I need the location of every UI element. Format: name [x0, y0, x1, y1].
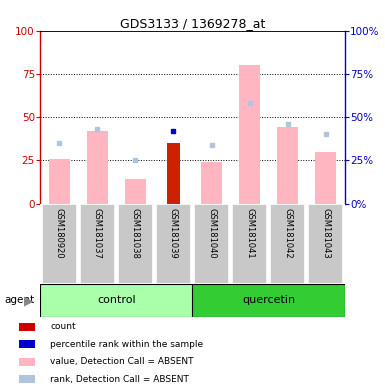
- Bar: [19, 323, 35, 331]
- Bar: [80, 204, 116, 284]
- Bar: [194, 204, 229, 284]
- Text: GSM181040: GSM181040: [207, 209, 216, 259]
- Bar: [117, 204, 153, 284]
- Text: control: control: [97, 295, 136, 306]
- Bar: [125, 179, 146, 204]
- Bar: [19, 358, 35, 366]
- Bar: [232, 204, 268, 284]
- Bar: [277, 127, 298, 204]
- Text: GDS3133 / 1369278_at: GDS3133 / 1369278_at: [120, 17, 265, 30]
- Bar: [19, 340, 35, 348]
- Bar: [192, 284, 345, 317]
- Text: percentile rank within the sample: percentile rank within the sample: [50, 340, 203, 349]
- Text: GSM181042: GSM181042: [283, 209, 292, 259]
- Bar: [315, 152, 336, 204]
- Text: rank, Detection Call = ABSENT: rank, Detection Call = ABSENT: [50, 375, 189, 384]
- Text: count: count: [50, 323, 76, 331]
- Text: GSM181043: GSM181043: [321, 209, 330, 259]
- Bar: [42, 204, 77, 284]
- Text: GSM181037: GSM181037: [93, 209, 102, 259]
- Text: GSM180920: GSM180920: [55, 209, 64, 259]
- Text: quercetin: quercetin: [242, 295, 295, 306]
- Bar: [239, 65, 260, 204]
- Bar: [49, 159, 70, 204]
- Bar: [308, 204, 343, 284]
- Bar: [201, 162, 222, 204]
- Text: ▶: ▶: [24, 294, 34, 307]
- Bar: [40, 284, 192, 317]
- Text: GSM181041: GSM181041: [245, 209, 254, 259]
- Text: GSM181039: GSM181039: [169, 209, 178, 259]
- Bar: [156, 204, 191, 284]
- Bar: [270, 204, 305, 284]
- Text: GSM181038: GSM181038: [131, 209, 140, 259]
- Bar: [19, 375, 35, 383]
- Text: value, Detection Call = ABSENT: value, Detection Call = ABSENT: [50, 358, 194, 366]
- Bar: [167, 143, 180, 204]
- Text: agent: agent: [5, 295, 35, 306]
- Bar: [87, 131, 108, 204]
